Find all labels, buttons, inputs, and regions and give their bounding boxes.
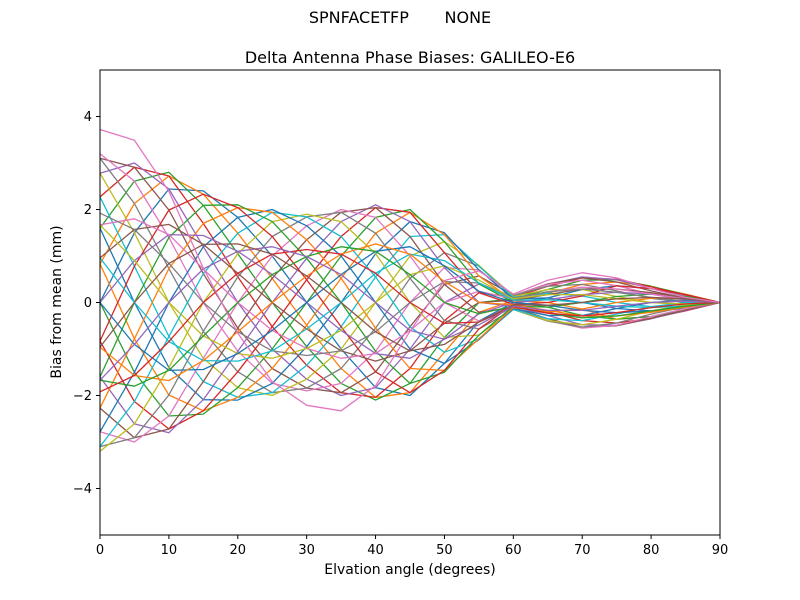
bias-line-31	[99, 246, 721, 372]
figure-suptitle: SPNFACETFP NONE	[308, 8, 492, 27]
bias-line-30	[99, 253, 721, 362]
chart-title: Delta Antenna Phase Biases: GALILEO-E6	[244, 48, 576, 67]
bias-line-24	[99, 193, 721, 394]
x-tick-label: 90	[712, 543, 729, 558]
bias-line-33	[99, 246, 721, 387]
x-tick-label: 10	[161, 543, 178, 558]
y-tick-label: −4	[73, 482, 92, 497]
y-tick-label: 0	[84, 296, 92, 311]
x-tick-label: 60	[505, 543, 522, 558]
bias-line-20	[99, 211, 720, 447]
x-tick-label: 80	[643, 543, 660, 558]
bias-line-17	[99, 208, 721, 443]
x-tick-label: 30	[298, 543, 315, 558]
bias-line-25	[99, 233, 721, 359]
bias-line-22	[99, 206, 721, 409]
bias-line-36	[99, 243, 721, 352]
y-axis-label: Bias from mean (mm)	[49, 225, 65, 379]
y-tick-label: 4	[84, 110, 92, 125]
bias-line-21	[99, 208, 721, 433]
y-tick-label: 2	[84, 203, 92, 218]
x-tick-label: 20	[230, 543, 247, 558]
x-tick-label: 50	[436, 543, 453, 558]
bias-line-34	[99, 248, 721, 393]
x-axis-label: Elvation angle (degrees)	[324, 562, 496, 578]
bias-line-06	[99, 157, 721, 394]
bias-line-08	[99, 157, 720, 394]
bias-line-37	[99, 128, 721, 412]
x-tick-label: 70	[574, 543, 591, 558]
y-tick-label: −2	[73, 389, 92, 404]
bias-line-18	[99, 211, 721, 448]
bias-line-23	[99, 204, 721, 385]
x-tick-label: 0	[96, 543, 104, 558]
x-tick-label: 40	[367, 543, 384, 558]
